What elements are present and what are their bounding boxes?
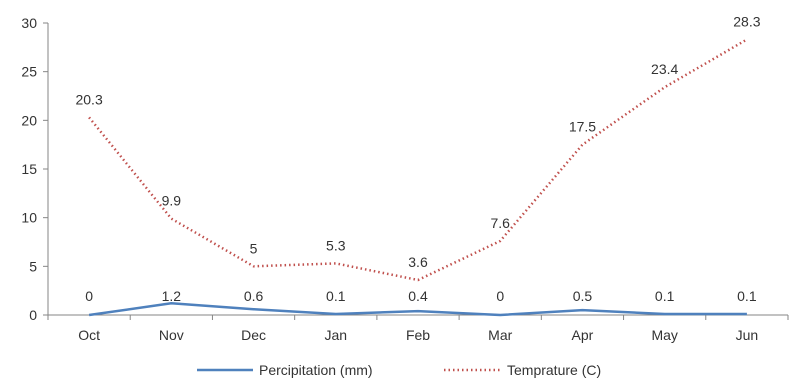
data-label-precipitation: 0 [496, 288, 504, 304]
data-label-temperature: 7.6 [490, 215, 510, 231]
y-tick-label: 10 [21, 210, 37, 226]
legend: Percipitation (mm) Temprature (C) [197, 362, 601, 378]
data-label-temperature: 5 [250, 240, 258, 256]
series-layer [88, 38, 748, 317]
x-tick-label: Mar [488, 327, 512, 343]
data-label-precipitation: 0.1 [326, 288, 346, 304]
data-label-temperature: 17.5 [569, 119, 596, 135]
series-line-precipitation [88, 302, 747, 317]
y-tick-label: 5 [29, 258, 37, 274]
legend-label-precipitation: Percipitation (mm) [259, 362, 373, 378]
data-label-temperature: 9.9 [162, 193, 182, 209]
x-tick-label: Feb [406, 327, 430, 343]
x-tick-label: Oct [78, 327, 100, 343]
y-tick-label: 20 [21, 112, 37, 128]
data-label-temperature: 23.4 [651, 61, 678, 77]
data-label-precipitation: 0.1 [655, 288, 675, 304]
y-axis: 0 5 10 15 20 25 30 [21, 15, 49, 323]
legend-label-temperature: Temprature (C) [507, 362, 601, 378]
x-tick-label: Jan [324, 327, 347, 343]
y-tick-label: 25 [21, 64, 37, 80]
data-label-precipitation: 0.5 [573, 288, 593, 304]
data-label-precipitation: 0 [85, 288, 93, 304]
data-label-precipitation: 0.6 [244, 288, 264, 304]
x-tick-label: Nov [159, 327, 184, 343]
y-tick-label: 30 [21, 15, 37, 31]
x-tick-label: Jun [736, 327, 759, 343]
data-labels: 0 1.2 0.6 0.1 0.4 0 0.5 0.1 0.1 20.3 9.9 5 5.3 3.6 7.6… [75, 14, 760, 304]
data-label-precipitation: 0.1 [737, 288, 757, 304]
data-label-temperature: 28.3 [733, 14, 760, 30]
y-tick-label: 0 [29, 307, 37, 323]
data-label-temperature: 5.3 [326, 237, 346, 253]
x-tick-label: Apr [572, 327, 594, 343]
data-label-precipitation: 1.2 [162, 288, 182, 304]
data-label-temperature: 3.6 [408, 254, 428, 270]
x-tick-label: Dec [241, 327, 266, 343]
y-tick-label: 15 [21, 161, 37, 177]
x-tick-label: May [651, 327, 677, 343]
series-line-temperature [88, 38, 748, 282]
x-axis: Oct Nov Dec Jan Feb Mar Apr May Jun [47, 314, 789, 343]
data-label-temperature: 20.3 [75, 91, 102, 107]
data-label-precipitation: 0.4 [408, 288, 428, 304]
